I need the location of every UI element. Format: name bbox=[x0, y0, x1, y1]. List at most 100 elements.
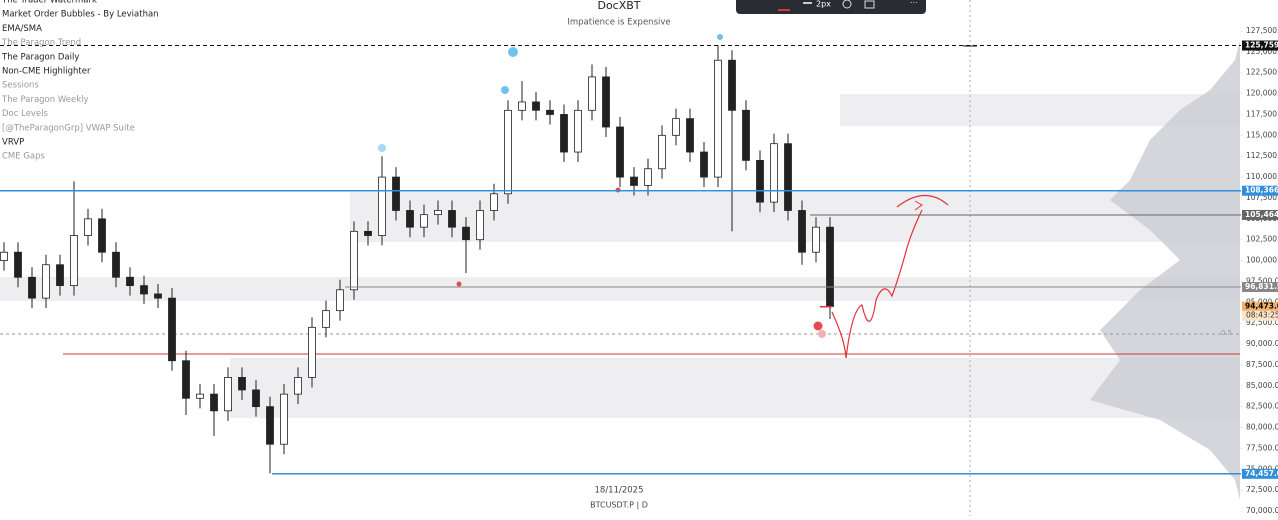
indicator-name[interactable]: The Paragon Trend bbox=[1, 38, 81, 48]
candle-body bbox=[504, 109, 512, 195]
price-scale bbox=[1242, 0, 1278, 516]
indicator-name[interactable]: [@TheParagonGrp] VWAP Suite bbox=[2, 123, 135, 133]
indicator-name[interactable]: Sessions bbox=[2, 81, 39, 91]
candle-body bbox=[42, 264, 50, 299]
price-lines bbox=[0, 45, 1241, 475]
candle-body bbox=[714, 59, 722, 178]
indicator-name[interactable]: Doc Levels bbox=[2, 109, 49, 119]
candle-body bbox=[406, 210, 414, 228]
y-tick-label: 75,000.0 bbox=[1246, 464, 1278, 473]
y-tick-label: 112,500.0 bbox=[1246, 151, 1278, 160]
bubble bbox=[813, 321, 823, 331]
price-badge bbox=[1242, 185, 1278, 196]
candle-body bbox=[210, 393, 218, 412]
y-tick-label: 120,000.0 bbox=[1246, 89, 1278, 98]
volume-profile bbox=[1090, 40, 1240, 500]
indicator-name[interactable]: VRVP bbox=[2, 138, 24, 148]
indicator-name[interactable]: The Paragon Daily bbox=[1, 52, 79, 62]
candle-body bbox=[798, 210, 806, 253]
y-tick-label: 80,000.0 bbox=[1246, 423, 1278, 432]
candle-body bbox=[560, 114, 568, 153]
candle-body bbox=[672, 118, 680, 136]
y-tick-label: 100,000.0 bbox=[1246, 256, 1278, 265]
price-badge-label: 108,366.6 bbox=[1245, 186, 1278, 195]
price-badge-label: 74,457.0 bbox=[1245, 469, 1278, 478]
symbol-label: BTCUSDT.P | D bbox=[590, 501, 648, 510]
candle-body bbox=[84, 218, 92, 236]
candle-body bbox=[126, 276, 134, 287]
arrow-head bbox=[914, 200, 923, 211]
y-tick-label: 125,000.0 bbox=[1246, 47, 1278, 56]
candle-body bbox=[616, 126, 624, 178]
candle-body bbox=[56, 264, 64, 287]
bubble bbox=[717, 34, 723, 40]
candle-body bbox=[336, 289, 344, 312]
y-tick-label: 90,000.0 bbox=[1246, 339, 1278, 348]
candle-body bbox=[826, 226, 834, 307]
projection-path bbox=[831, 209, 923, 359]
candle-body bbox=[700, 151, 708, 178]
candle-body bbox=[742, 109, 750, 161]
bubble bbox=[508, 47, 518, 57]
candle-body bbox=[182, 360, 190, 399]
candle-body bbox=[112, 251, 120, 278]
indicator-name[interactable]: The Paragon Weekly bbox=[1, 95, 89, 105]
indicator-name[interactable]: EMA/SMA bbox=[2, 24, 42, 34]
y-tick-label: 107,500.0 bbox=[1246, 193, 1278, 202]
candle-body bbox=[532, 101, 540, 111]
y-tick-label: 85,000.0 bbox=[1246, 381, 1278, 390]
candle-body bbox=[602, 76, 610, 128]
y-tick-label: 70,000.0 bbox=[1246, 506, 1278, 515]
candle-body bbox=[98, 218, 106, 253]
y-tick-label: 72,500.0 bbox=[1246, 485, 1278, 494]
candle-body bbox=[252, 389, 260, 408]
price-badge-label: 96,831.5 bbox=[1245, 282, 1278, 291]
bubble bbox=[456, 281, 462, 287]
y-tick-label: 110,000.0 bbox=[1246, 172, 1278, 181]
y-tick-label: 117,500.0 bbox=[1246, 109, 1278, 118]
candles bbox=[0, 45, 834, 474]
y-tick-label: 122,500.0 bbox=[1246, 68, 1278, 77]
indicator-name[interactable]: Non-CME Highlighter bbox=[2, 67, 91, 77]
candle-body bbox=[196, 393, 204, 399]
candle-body bbox=[784, 143, 792, 211]
chart-subtitle: Impatience is Expensive bbox=[567, 18, 670, 28]
candle-body bbox=[644, 168, 652, 186]
bubble bbox=[501, 86, 509, 94]
candle-body bbox=[322, 310, 330, 328]
candle-body bbox=[154, 293, 162, 299]
candle-body bbox=[490, 193, 498, 211]
candle-body bbox=[392, 176, 400, 211]
candle-body bbox=[630, 176, 638, 186]
candle-body bbox=[420, 214, 428, 228]
candle-body bbox=[0, 251, 8, 261]
candle-body bbox=[434, 210, 442, 216]
candle-body bbox=[812, 226, 820, 253]
candle-body bbox=[350, 230, 358, 291]
candle-body bbox=[518, 101, 526, 111]
candle-body bbox=[70, 235, 78, 287]
candle-body bbox=[770, 143, 778, 203]
bubble bbox=[378, 144, 386, 152]
toolbar-width[interactable]: 2px bbox=[816, 0, 831, 9]
candle-body bbox=[294, 377, 302, 395]
toolbar: 2px ··· bbox=[736, 0, 926, 14]
indicator-name[interactable]: Market Order Bubbles - By Leviathan bbox=[2, 10, 159, 20]
candle-body bbox=[280, 393, 288, 445]
indicator-name[interactable]: The Trader Watermark bbox=[1, 0, 97, 6]
y-tick-label: 87,500.0 bbox=[1246, 360, 1278, 369]
chart-title: DocXBT bbox=[597, 0, 640, 12]
svg-text:···: ··· bbox=[910, 0, 918, 8]
y-tick-label: 77,500.0 bbox=[1246, 443, 1278, 452]
price-badge bbox=[1242, 282, 1278, 293]
price-badge-label: 105,464.2 bbox=[1245, 210, 1278, 219]
candle-body bbox=[308, 326, 316, 378]
countdown: 08:43:25 bbox=[1246, 311, 1278, 320]
candle-body bbox=[448, 210, 456, 228]
indicator-name[interactable]: CME Gaps bbox=[2, 152, 46, 162]
indicator-legend: The Trader Watermark Market Order Bubbles… bbox=[1, 0, 159, 162]
candle-body bbox=[378, 176, 386, 236]
candle-body bbox=[140, 285, 148, 295]
